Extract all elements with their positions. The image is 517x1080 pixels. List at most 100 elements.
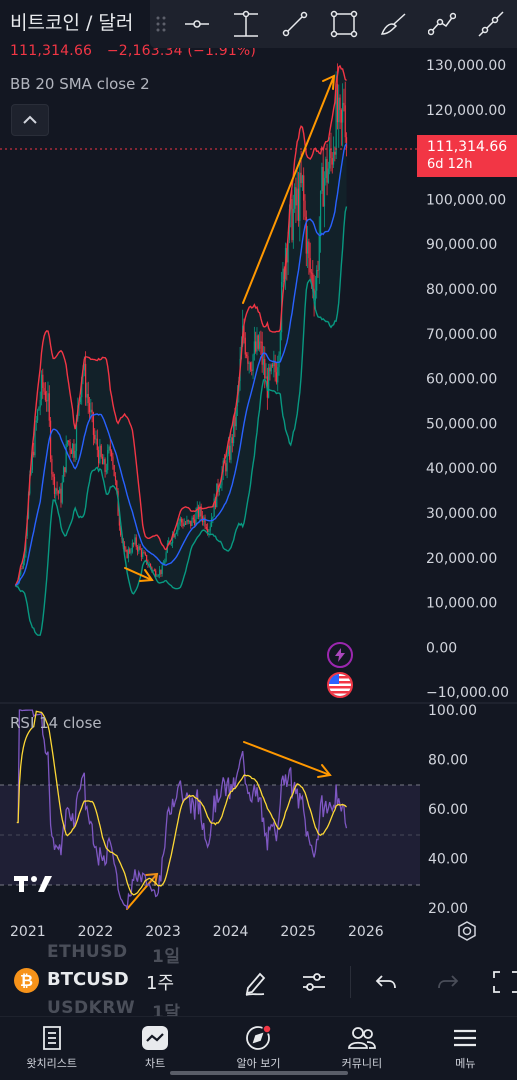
candle-body: [197, 506, 200, 517]
settings-gear-icon[interactable]: [456, 920, 478, 946]
candle-body: [74, 450, 76, 458]
time-axis[interactable]: 2021 2022 2023 2024 2025 2026: [10, 924, 384, 940]
nav-watchlist[interactable]: 왓치리스트: [0, 1017, 103, 1080]
bollinger-indicator-label[interactable]: BB 20 SMA close 2: [10, 75, 150, 93]
price-scale-label: 120,000.00: [426, 103, 506, 119]
candle-body: [156, 576, 158, 578]
time-axis-label: 2023: [145, 924, 181, 940]
horizontal-ray-icon[interactable]: [172, 0, 221, 48]
price-scale-label: 30,000.00: [426, 506, 497, 522]
candle-body: [339, 97, 341, 110]
candle-body: [262, 359, 265, 365]
candle-body: [227, 445, 230, 455]
candle-body: [316, 270, 318, 291]
rsi-scale-label: 20.00: [428, 901, 468, 917]
candle-body: [179, 518, 181, 522]
candle-body: [131, 543, 133, 553]
redo-icon[interactable]: [428, 962, 468, 1002]
home-indicator: [170, 1071, 348, 1075]
candle-body: [178, 521, 180, 525]
candle-body: [114, 475, 117, 481]
candle-body: [149, 563, 152, 568]
candle-body: [153, 570, 156, 572]
candle-body: [194, 519, 196, 526]
candle-body: [103, 459, 105, 465]
candle-body: [99, 445, 101, 464]
candle-body: [321, 166, 323, 192]
candle-body: [329, 149, 331, 169]
price-scale-label: 40,000.00: [426, 461, 497, 477]
path-icon[interactable]: [417, 0, 466, 48]
candle-body: [174, 533, 176, 538]
candle-body: [229, 445, 231, 460]
candle-body: [100, 445, 102, 457]
candle-body: [165, 552, 167, 562]
bollinger-bands: [14, 64, 348, 636]
candle-body: [310, 272, 313, 274]
drag-handle-icon[interactable]: [150, 0, 172, 48]
nav-community[interactable]: 커뮤니티: [310, 1017, 413, 1080]
candle-body: [195, 512, 197, 526]
timeframe-picker[interactable]: 1주: [146, 973, 175, 994]
drawing-toolbar: [150, 0, 517, 48]
candle-body: [218, 488, 220, 492]
time-axis-label: 2025: [280, 924, 316, 940]
nav-menu[interactable]: 메뉴: [414, 1017, 517, 1080]
bottom-navigation: 왓치리스트 차트 알아 보기 커뮤니티 메뉴: [0, 1016, 517, 1080]
rsi-indicator-label[interactable]: RSI 14 close: [10, 714, 102, 732]
candle-body: [326, 158, 328, 183]
candle-body: [57, 490, 59, 494]
chart-icon: [142, 1026, 169, 1050]
candle-body: [279, 332, 281, 355]
rsi-scale[interactable]: 100.00 80.00 60.00 40.00 20.00: [428, 703, 477, 917]
bar-countdown: 6d 12h: [427, 157, 473, 172]
candle-body: [83, 363, 85, 371]
candle-body: [220, 485, 222, 489]
drawing-pen-icon[interactable]: [236, 962, 276, 1002]
candle-body: [123, 545, 126, 551]
candle-body: [255, 341, 257, 352]
candle-body: [118, 515, 120, 526]
fullscreen-icon[interactable]: [490, 962, 517, 1002]
candle-body: [144, 553, 146, 555]
nav-explore[interactable]: 알아 보기: [207, 1017, 310, 1080]
candle-body: [66, 440, 69, 444]
collapse-indicators-button[interactable]: [11, 104, 49, 136]
vertical-line-icon[interactable]: [221, 0, 270, 48]
candle-body: [134, 537, 136, 544]
brush-icon[interactable]: [368, 0, 417, 48]
candle-body: [64, 467, 66, 473]
candle-body: [182, 522, 184, 527]
bb-upper-band: [14, 64, 347, 586]
candle-body: [332, 151, 335, 165]
candle-body: [212, 516, 214, 519]
candle-body: [46, 400, 48, 402]
trend-line-icon[interactable]: [270, 0, 319, 48]
bb-basis-line: [15, 143, 348, 587]
symbol-title[interactable]: 비트코인 / 달러: [10, 12, 134, 34]
candle-body: [104, 459, 106, 472]
time-axis-label: 2022: [78, 924, 114, 940]
candle-body: [107, 450, 109, 471]
symbol-picker[interactable]: BTCUSD: [47, 969, 129, 990]
candle-body: [233, 417, 235, 444]
last-price-tag: 111,314.66 6d 12h: [417, 135, 517, 177]
event-lightning-icon[interactable]: [327, 642, 353, 668]
candle-body: [75, 418, 78, 451]
nav-chart[interactable]: 차트: [103, 1017, 206, 1080]
rectangle-icon[interactable]: [319, 0, 368, 48]
candle-body: [243, 325, 245, 338]
candle-body: [287, 240, 289, 263]
candle-body: [159, 569, 161, 576]
ray-icon[interactable]: [466, 0, 515, 48]
candle-body: [297, 188, 300, 221]
undo-icon[interactable]: [366, 962, 406, 1002]
indicator-settings-icon[interactable]: [294, 962, 334, 1002]
candle-body: [105, 470, 107, 472]
candle-body: [214, 498, 217, 508]
candle-body: [127, 549, 130, 559]
candle-body: [51, 458, 53, 475]
toolbar-divider: [350, 966, 351, 998]
us-flag-icon[interactable]: [327, 672, 353, 698]
candle-body: [278, 354, 280, 368]
